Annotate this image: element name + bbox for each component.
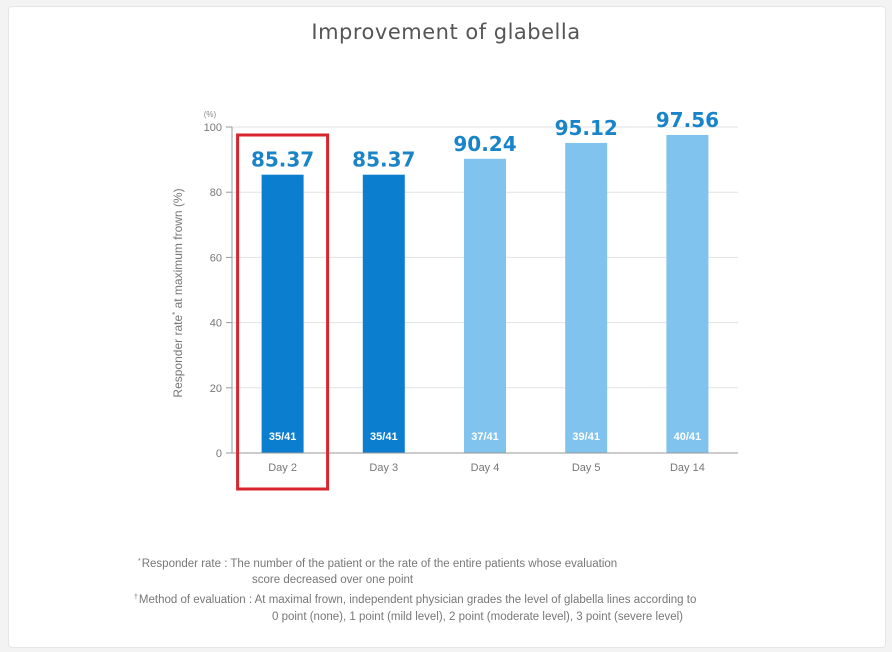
bar-value-label: 85.37 bbox=[251, 148, 314, 172]
bar-count-label: 35/41 bbox=[269, 431, 297, 443]
footnote-method-cont: 0 point (none), 1 point (mild level), 2 … bbox=[272, 609, 683, 625]
footnote-term: Responder rate bbox=[141, 558, 222, 570]
bar bbox=[362, 174, 405, 454]
bar-value-label: 85.37 bbox=[352, 148, 415, 172]
y-tick-label: 40 bbox=[210, 318, 222, 330]
highlight-box bbox=[236, 133, 330, 491]
footnote-text: At maximal frown, independent physician … bbox=[254, 594, 697, 606]
bars: 85.37 35/41 85.37 35/41 90.24 37/41 95.12 39/41… bbox=[251, 108, 719, 454]
bar-value-label: 97.56 bbox=[656, 108, 719, 132]
footnote-responder-rate-cont: score decreased over one point bbox=[252, 572, 413, 588]
y-tick-label: 60 bbox=[210, 252, 222, 264]
bar bbox=[666, 134, 709, 453]
x-tick-label: Day 3 bbox=[369, 462, 398, 474]
y-axis-label-mark: * bbox=[171, 312, 180, 315]
y-axis-label: Responder rate* at maximum frown (%) bbox=[171, 188, 185, 397]
y-axis: 0 20 40 60 80 100 bbox=[204, 122, 233, 460]
y-axis-unit: (%) bbox=[204, 110, 217, 119]
footnote-text: score decreased over one point bbox=[252, 574, 414, 586]
bar-count-label: 37/41 bbox=[471, 431, 499, 443]
x-tick-label: Day 2 bbox=[268, 462, 297, 474]
y-tick-label: 20 bbox=[210, 383, 222, 395]
bar-count-label: 39/41 bbox=[572, 431, 600, 443]
bar-value-label: 90.24 bbox=[453, 132, 516, 156]
footnote-mark: † bbox=[134, 594, 138, 601]
bar bbox=[261, 174, 304, 454]
chart-title: Improvement of glabella bbox=[311, 20, 581, 44]
footnote-responder-rate: *Responder rate : The number of the pati… bbox=[138, 558, 618, 570]
bar bbox=[464, 158, 506, 453]
footnote-text: 0 point (none), 1 point (mild level), 2 … bbox=[272, 611, 684, 623]
x-tick-label: Day 4 bbox=[471, 462, 500, 474]
y-tick-label: 100 bbox=[204, 122, 222, 134]
footnote-term: Method of evaluation bbox=[138, 594, 246, 606]
footnote-method: †Method of evaluation : At maximal frown… bbox=[134, 594, 697, 606]
bar-count-label: 35/41 bbox=[370, 431, 398, 443]
chart-card bbox=[8, 6, 886, 648]
x-tick-label: Day 5 bbox=[572, 462, 601, 474]
footnote-mark: * bbox=[138, 558, 141, 565]
bar-value-label: 95.12 bbox=[555, 116, 618, 140]
x-axis: Day 2 Day 3 Day 4 Day 5 Day 14 bbox=[232, 452, 738, 474]
x-tick-label: Day 14 bbox=[670, 462, 705, 474]
y-tick-label: 0 bbox=[216, 448, 222, 460]
y-axis-label-suffix: at maximum frown (%) bbox=[171, 188, 185, 311]
bar bbox=[565, 142, 608, 453]
footnote-text: The number of the patient or the rate of… bbox=[230, 558, 618, 570]
y-tick-label: 80 bbox=[210, 187, 222, 199]
bar-count-label: 40/41 bbox=[674, 431, 702, 443]
y-axis-label-prefix: Responder rate bbox=[171, 315, 185, 398]
